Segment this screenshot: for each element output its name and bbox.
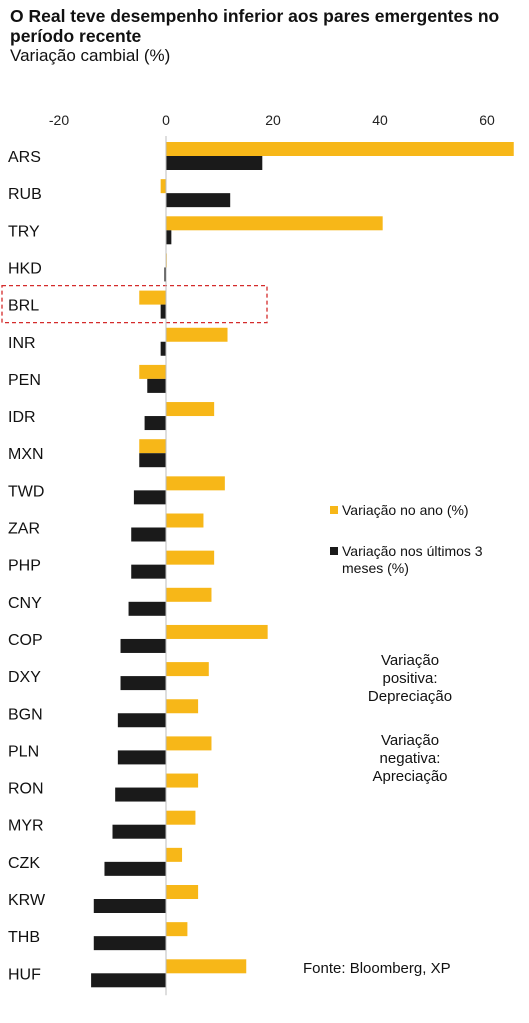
bar-3m xyxy=(112,824,166,839)
category-label: PEN xyxy=(8,372,41,389)
bar-3m xyxy=(131,527,166,542)
bar-year xyxy=(166,142,514,156)
bar-3m xyxy=(160,304,166,319)
bar-year xyxy=(166,513,204,528)
bar-3m xyxy=(93,899,166,913)
bar-3m xyxy=(166,193,231,208)
bar-year xyxy=(139,439,166,454)
bar-3m xyxy=(91,973,166,988)
bar-3m xyxy=(120,676,166,691)
legend-swatch-year xyxy=(330,506,338,514)
category-label: ARS xyxy=(8,149,41,166)
bar-3m xyxy=(104,861,166,876)
bar-year xyxy=(139,290,166,305)
bar-year xyxy=(166,476,225,491)
bar-year xyxy=(166,402,215,417)
note-negative: Variação negativa: Apreciação xyxy=(372,732,448,785)
bar-year xyxy=(166,959,247,974)
bar-3m xyxy=(166,156,263,170)
bar-3m xyxy=(144,416,166,431)
bar-3m xyxy=(139,453,166,468)
bar-year xyxy=(166,662,209,677)
category-label: CNY xyxy=(8,595,42,612)
category-label: KRW xyxy=(8,892,46,909)
category-label: ZAR xyxy=(8,521,40,538)
bar-3m xyxy=(117,750,166,765)
category-label: RUB xyxy=(8,186,42,203)
category-label: PHP xyxy=(8,558,41,575)
bar-3m xyxy=(117,713,166,728)
bar-3m xyxy=(147,378,166,393)
category-label: RON xyxy=(8,781,44,798)
x-tick-label: 0 xyxy=(162,112,170,128)
bar-3m xyxy=(166,230,172,245)
category-label: IDR xyxy=(8,409,36,426)
category-label: HUF xyxy=(8,966,41,983)
category-label: HKD xyxy=(8,260,42,277)
bar-year xyxy=(166,922,188,937)
x-tick-label: -20 xyxy=(49,112,69,128)
bar-3m xyxy=(115,787,166,802)
bar-year xyxy=(166,216,383,231)
legend-label-3m: Variação nos últimos 3 meses (%) xyxy=(342,543,483,576)
bar-3m xyxy=(120,638,166,653)
highlight-box xyxy=(1,284,268,324)
category-label: THB xyxy=(8,929,40,946)
category-label: TWD xyxy=(8,483,44,500)
bar-year xyxy=(166,624,268,639)
bar-3m xyxy=(160,341,166,356)
category-label: MYR xyxy=(8,818,44,835)
bar-year xyxy=(166,885,199,899)
category-label: PLN xyxy=(8,743,39,760)
bar-year xyxy=(166,327,228,342)
category-label: BGN xyxy=(8,706,43,723)
category-label: BRL xyxy=(8,298,39,315)
category-label: DXY xyxy=(8,669,41,686)
bar-year xyxy=(160,179,166,194)
legend-label-year: Variação no ano (%) xyxy=(342,502,469,518)
category-label: INR xyxy=(8,335,36,352)
category-label: TRY xyxy=(8,223,40,240)
chart-title: O Real teve desempenho inferior aos pare… xyxy=(10,6,500,46)
bar-3m xyxy=(164,267,166,282)
bar-3m xyxy=(131,564,166,579)
bar-year xyxy=(166,847,183,862)
bar-year xyxy=(166,736,212,751)
x-tick-label: 20 xyxy=(265,112,281,128)
legend-item-year: Variação no ano (%) xyxy=(330,502,469,519)
bar-year xyxy=(166,810,196,825)
category-label: MXN xyxy=(8,446,44,463)
bar-3m xyxy=(133,490,166,505)
x-tick-label: 60 xyxy=(479,112,495,128)
category-label: CZK xyxy=(8,855,40,872)
x-tick-label: 40 xyxy=(372,112,388,128)
bar-year xyxy=(139,364,166,379)
bar-year xyxy=(166,587,212,602)
legend-swatch-3m xyxy=(330,547,338,555)
bar-year xyxy=(166,699,199,714)
bar-year xyxy=(166,773,199,788)
bar-3m xyxy=(128,601,166,616)
bar-3m xyxy=(93,936,166,951)
chart-subtitle: Variação cambial (%) xyxy=(10,46,171,65)
note-positive: Variação positiva: Depreciação xyxy=(367,652,453,705)
source-note: Fonte: Bloomberg, XP xyxy=(303,960,451,977)
legend-item-3m: Variação nos últimos 3 meses (%) xyxy=(330,543,520,577)
category-label: COP xyxy=(8,632,43,649)
bar-year xyxy=(166,550,215,565)
